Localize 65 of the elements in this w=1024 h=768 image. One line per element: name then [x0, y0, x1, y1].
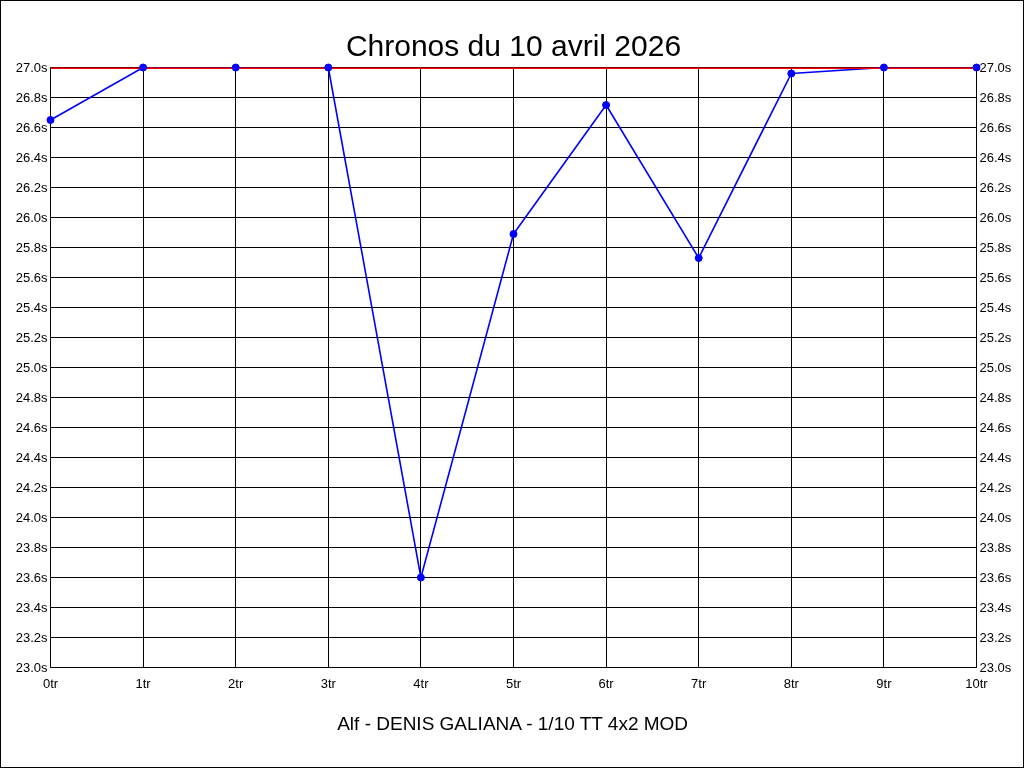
y-tick-label: 26.6s: [15, 120, 48, 135]
y2-tick-label: 27.0s: [979, 60, 1012, 75]
y2-tick-label: 26.4s: [979, 150, 1012, 165]
y2-tick-label: 25.4s: [979, 300, 1012, 315]
point: [879, 63, 888, 72]
y2-tick-label: 26.0s: [979, 210, 1012, 225]
text: Alf - DENIS GALIANA - 1/10 TT 4x2 MOD: [337, 712, 689, 734]
point: [416, 573, 425, 582]
y2-tick-label: 25.2s: [979, 330, 1012, 345]
y-tick-label: 24.0s: [15, 510, 48, 525]
point: [324, 63, 333, 72]
y2-tick-label: 25.8s: [979, 240, 1012, 255]
point: [787, 69, 796, 78]
y2-tick-label: 24.8s: [979, 390, 1012, 405]
point: [602, 101, 611, 109]
x-tick-label: 8tr: [783, 675, 800, 691]
y2-tick-label: 26.2s: [979, 180, 1012, 195]
point: [46, 116, 55, 124]
x-tick-label: 10tr: [965, 675, 989, 691]
y-tick-label: 25.4s: [15, 300, 48, 315]
x-tick-label: 9tr: [876, 675, 893, 691]
point: [509, 230, 518, 238]
y2-tick-label: 23.2s: [979, 630, 1012, 645]
y-tick-label: 24.8s: [15, 390, 48, 405]
y2-tick-label: 24.0s: [979, 510, 1012, 525]
y2-tick-label: 24.4s: [979, 450, 1012, 465]
y2-tick-label: 23.4s: [979, 600, 1012, 615]
y-tick-label: 23.2s: [15, 630, 48, 645]
y-tick-label: 23.8s: [15, 540, 48, 555]
y-tick-label: 26.2s: [15, 180, 48, 195]
y-tick-label: 24.6s: [15, 420, 48, 435]
y-tick-label: 27.0s: [15, 60, 48, 75]
y2-tick-label: 23.0s: [979, 660, 1012, 675]
chart-title: Chronos du 10 avril 2026: [345, 28, 682, 62]
y2-tick-label: 25.0s: [979, 360, 1012, 375]
y2-tick-label: 24.2s: [979, 480, 1012, 495]
y-tick-label: 25.8s: [15, 240, 48, 255]
y-tick-label: 24.4s: [15, 450, 48, 465]
y-tick-label: 25.0s: [15, 360, 48, 375]
y-tick-label: 23.0s: [15, 660, 48, 675]
y-tick-label: 23.6s: [15, 570, 48, 585]
point: [231, 63, 240, 72]
x-tick-label: 0tr: [42, 675, 59, 691]
y-tick-label: 26.0s: [15, 210, 48, 225]
x-tick-label: 5tr: [505, 675, 522, 691]
y2-tick-label: 23.6s: [979, 570, 1012, 585]
y2-tick-label: 25.6s: [979, 270, 1012, 285]
x-tick-label: 6tr: [598, 675, 615, 691]
y-tick-label: 24.2s: [15, 480, 48, 495]
y-tick-label: 25.2s: [15, 330, 48, 345]
y-tick-label: 26.8s: [15, 90, 48, 105]
y-tick-label: 26.4s: [15, 150, 48, 165]
y-tick-label: 23.4s: [15, 600, 48, 615]
point: [139, 63, 148, 72]
x-tick-label: 2tr: [228, 675, 244, 691]
x-tick-label: 3tr: [320, 675, 337, 691]
x-tick-label: 7tr: [691, 675, 707, 691]
y2-tick-label: 23.8s: [979, 540, 1012, 555]
point: [694, 254, 703, 262]
y2-tick-label: 26.8s: [979, 90, 1012, 105]
y2-tick-label: 26.6s: [979, 120, 1012, 135]
y-tick-label: 25.6s: [15, 270, 48, 285]
x-tick-label: 1tr: [135, 675, 152, 691]
y2-tick-label: 24.6s: [979, 420, 1012, 435]
x-tick-label: 4tr: [413, 675, 430, 691]
